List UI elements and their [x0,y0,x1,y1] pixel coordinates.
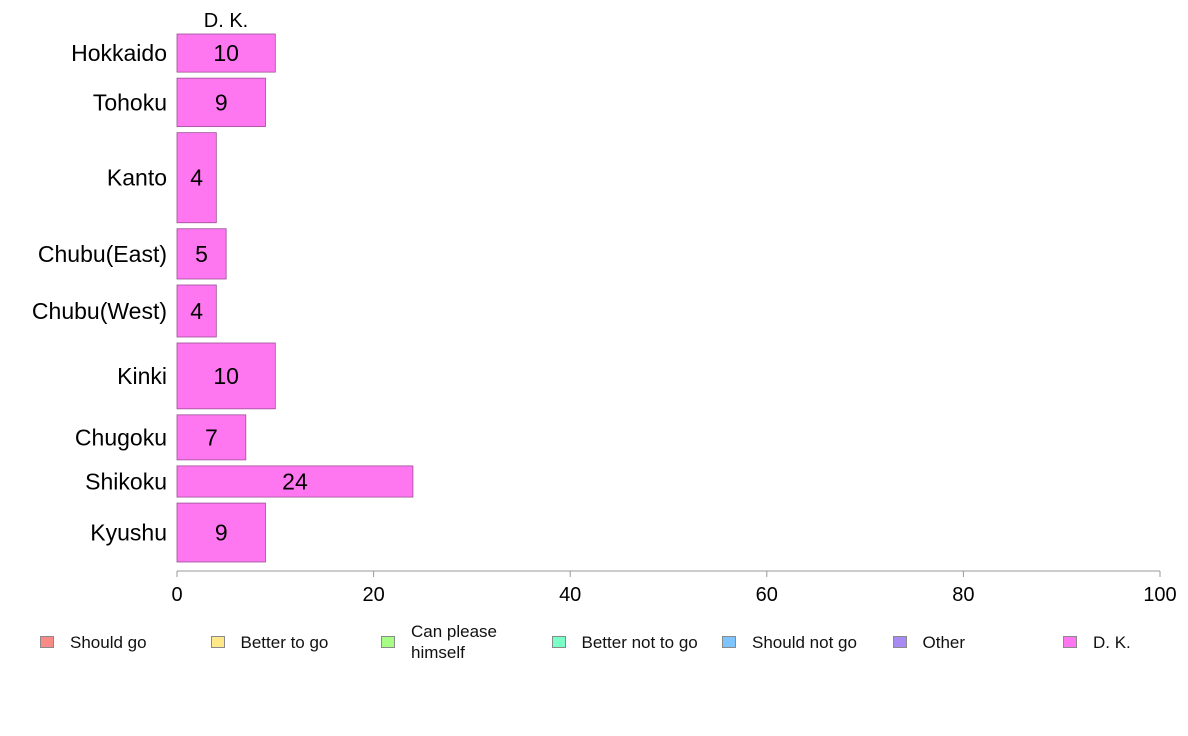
legend-item-d-k: D. K. [1063,620,1173,664]
data-label-kanto: 4 [190,165,203,191]
bar-chugoku [176,414,247,461]
legend-label-can-please-himself: Can please himself [411,622,498,662]
data-label-kinki: 10 [213,363,239,389]
bar-tohoku [176,77,266,128]
category-label-kinki: Kinki [117,363,167,389]
data-label-chugoku: 7 [205,424,218,450]
category-label-chugoku: Chugoku [75,424,167,450]
bar-kinki [176,342,276,410]
legend-label-d-k: D. K. [1093,632,1131,652]
x-tick-label-20: 20 [362,584,384,606]
legend-label-should-go: Should go [70,632,147,652]
category-label-kyushu: Kyushu [90,520,167,546]
category-label-kanto: Kanto [107,165,167,191]
legend-swatch-other [892,636,907,648]
legend: Should go Better to go Can please himself B… [0,620,1188,670]
legend-item-should-go: Should go [40,620,205,664]
category-label-tohoku: Tohoku [93,89,167,115]
legend-swatch-should-go [40,636,54,648]
legend-label-better-to-go: Better to go [240,632,329,652]
data-label-tohoku: 9 [215,89,228,115]
data-label-chubu-west: 4 [190,298,203,324]
bar-hokkaido [176,33,276,73]
bar-chart: D. K. 10 Hokkaido 9 Tohoku 4 Kanto 5 Chubu(East… [32,10,1177,606]
legend-swatch-better-not-to-go [551,636,566,648]
x-tick-label-40: 40 [559,584,581,606]
x-tick-label-80: 80 [952,584,974,606]
bar-kanto [176,132,217,224]
data-label-shikoku: 24 [282,468,308,494]
bar-shikoku [176,465,414,498]
legend-swatch-better-to-go [210,636,225,648]
x-tick-label-60: 60 [756,584,778,606]
legend-item-can-please-himself: Can please himself [381,620,546,664]
bar-chubu-east [176,228,227,280]
data-label-kyushu: 9 [215,520,228,546]
bar-kyushu [176,502,266,563]
chart-title: D. K. [204,10,248,32]
legend-item-other: Other [892,620,1058,664]
category-label-shikoku: Shikoku [85,468,167,494]
category-label-chubu-east: Chubu(East) [38,241,167,267]
category-label-chubu-west: Chubu(West) [32,298,167,324]
data-label-hokkaido: 10 [213,40,239,66]
bar-chubu-west [176,284,217,338]
legend-label-should-not-go: Should not go [752,632,857,652]
data-label-chubu-east: 5 [195,241,208,267]
legend-item-should-not-go: Should not go [722,620,887,664]
legend-item-better-not-to-go: Better not to go [551,620,717,664]
legend-label-other: Other [922,632,966,652]
category-label-hokkaido: Hokkaido [71,40,167,66]
x-tick-label-100: 100 [1143,584,1176,606]
legend-swatch-d-k [1063,636,1077,648]
legend-item-better-to-go: Better to go [210,620,376,664]
legend-swatch-can-please-himself [381,636,395,648]
x-tick-label-0: 0 [171,584,182,606]
legend-swatch-should-not-go [722,636,736,648]
legend-label-better-not-to-go: Better not to go [581,632,698,652]
